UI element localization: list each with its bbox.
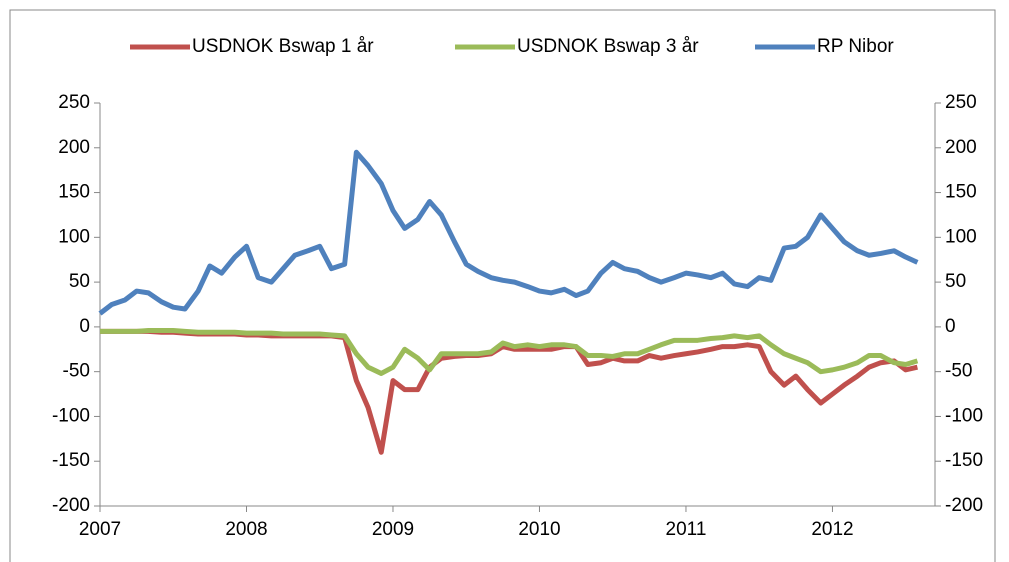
data-line xyxy=(100,327,919,376)
y2-tick-label: -100 xyxy=(945,405,983,426)
y2-tick-label: 0 xyxy=(945,316,956,337)
x-tick-label: 2007 xyxy=(79,519,121,540)
y2-tick-label: -150 xyxy=(945,450,983,471)
legend-label: USDNOK Bswap 3 år xyxy=(517,36,699,57)
y-tick-label: -150 xyxy=(52,450,90,471)
y-tick-label: -200 xyxy=(52,495,90,516)
x-tick-label: 2009 xyxy=(372,519,414,540)
y2-tick-label: -200 xyxy=(945,495,983,516)
y-tick-label: 0 xyxy=(79,316,90,337)
x-tick-label: 2008 xyxy=(225,519,267,540)
y-tick-label: 100 xyxy=(58,226,90,247)
x-tick-label: 2012 xyxy=(811,519,853,540)
data-line xyxy=(100,328,918,455)
y-tick-label: 200 xyxy=(58,137,90,158)
x-tick-label: 2010 xyxy=(518,519,560,540)
y2-tick-label: 100 xyxy=(945,226,977,247)
y-tick-label: 250 xyxy=(58,92,90,113)
y2-tick-label: -50 xyxy=(945,361,972,382)
x-tick-label: 2011 xyxy=(666,519,707,540)
y2-tick-label: 250 xyxy=(945,92,977,113)
legend-label: RP Nibor xyxy=(817,36,894,57)
y-tick-label: 150 xyxy=(58,182,90,203)
y-tick-label: -100 xyxy=(52,405,90,426)
data-line xyxy=(98,149,919,316)
chart-frame xyxy=(9,9,996,562)
y2-tick-label: 50 xyxy=(945,271,966,292)
y2-tick-label: 150 xyxy=(945,182,977,203)
y-tick-label: 50 xyxy=(69,271,90,292)
y-tick-label: -50 xyxy=(63,361,90,382)
legend-label: USDNOK Bswap 1 år xyxy=(192,36,374,57)
y2-tick-label: 200 xyxy=(945,137,977,158)
